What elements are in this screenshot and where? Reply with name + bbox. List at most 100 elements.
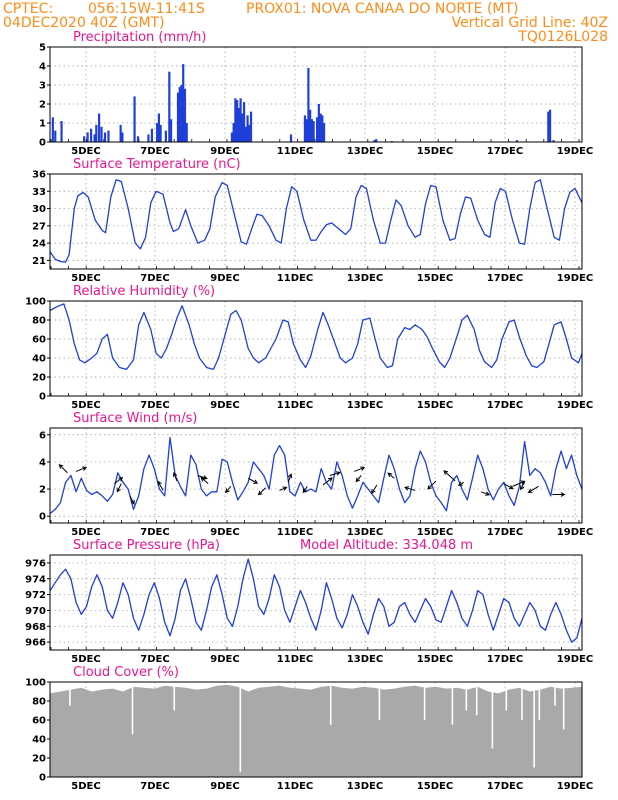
- precip-bar: [237, 107, 240, 142]
- precip-bar: [548, 109, 552, 142]
- precip-bar: [176, 92, 180, 142]
- wind-arrow: [200, 476, 209, 485]
- y-tick-label: 0: [39, 392, 46, 403]
- cloud-cover-area: [50, 684, 582, 777]
- wind-arrow: [197, 475, 208, 480]
- precip-bar: [375, 139, 378, 142]
- precip-bar: [321, 115, 324, 142]
- wind-arrow: [322, 477, 333, 486]
- precip-bar: [244, 126, 247, 142]
- y-tick-label: 27: [32, 221, 46, 232]
- y-tick-label: 80: [32, 316, 46, 327]
- precip-bar: [95, 124, 98, 142]
- x-tick-label: 19DEC: [557, 400, 593, 411]
- y-tick-label: 36: [32, 170, 46, 181]
- precip-bar: [93, 134, 96, 142]
- cloud-cover-gap: [131, 682, 134, 735]
- x-tick-label: 17DEC: [487, 781, 523, 792]
- panel-title: Cloud Cover (%): [73, 665, 179, 680]
- y-tick-label: 6: [39, 430, 46, 441]
- panel-frame: [49, 46, 583, 143]
- precip-bar: [234, 98, 237, 142]
- precip-bar: [232, 123, 235, 142]
- panel-title: Precipitation (mm/h): [73, 30, 206, 45]
- precip-bar: [322, 123, 326, 142]
- precip-bar: [100, 126, 103, 142]
- x-tick-label: 15DEC: [417, 781, 453, 792]
- y-tick-label: 30: [32, 204, 46, 215]
- precip-bar: [133, 96, 136, 142]
- cloud-cover-gap: [465, 682, 468, 711]
- header-grid-line: Vertical Grid Line: 40Z: [452, 15, 608, 31]
- precip-bar: [310, 119, 313, 142]
- precip-bar: [319, 113, 322, 142]
- wind-arrow: [354, 466, 366, 472]
- y-tick-label: 966: [25, 638, 46, 649]
- wind-arrow: [457, 481, 465, 486]
- x-tick-label: 15DEC: [417, 146, 453, 157]
- y-tick-label: 33: [32, 187, 46, 198]
- x-tick-label: 19DEC: [557, 654, 593, 665]
- wind-arrow: [503, 483, 514, 490]
- cloud-cover-gap: [475, 682, 478, 716]
- cloud-cover-gap: [538, 682, 541, 720]
- precip-bar: [303, 115, 307, 142]
- precip-bar: [307, 67, 310, 142]
- wind-arrow: [552, 492, 566, 497]
- wind-arrow: [302, 486, 308, 494]
- panel-frame: [49, 554, 583, 651]
- wind-arrow: [247, 477, 259, 484]
- model-altitude-label: Model Altitude: 334.048 m: [300, 538, 473, 553]
- y-tick-label: 20: [32, 373, 46, 384]
- precip-bar: [309, 109, 312, 142]
- x-tick-label: 17DEC: [487, 654, 523, 665]
- y-tick-label: 976: [25, 558, 46, 569]
- precip-bar: [51, 117, 54, 142]
- precip-bar: [316, 117, 319, 142]
- precip-bar: [121, 132, 124, 142]
- wind-arrow: [279, 486, 288, 491]
- precip-bar: [241, 113, 244, 142]
- x-tick-label: 17DEC: [487, 273, 523, 284]
- panel-frame: [49, 681, 583, 778]
- temp-series-line: [49, 179, 583, 263]
- precip-bar: [547, 111, 550, 142]
- x-tick-label: 17DEC: [487, 146, 523, 157]
- y-tick-label: 2: [39, 485, 46, 496]
- y-tick-label: 100: [25, 297, 46, 308]
- x-tick-label: 15DEC: [417, 527, 453, 538]
- precip-bar: [239, 98, 242, 142]
- panel-title: Surface Temperature (nC): [73, 157, 241, 172]
- y-tick-label: 20: [32, 754, 46, 765]
- precip-bar: [515, 140, 519, 142]
- precip-bar: [103, 132, 107, 142]
- cloud-cover-gap: [378, 682, 381, 720]
- wind-arrow: [371, 484, 378, 494]
- x-tick-label: 5DEC: [71, 654, 100, 665]
- wind-arrow: [512, 480, 526, 487]
- precipitation-panel: Precipitation (mm/h) 0 1 2 3 4 5 5DEC 7DEC 9DEC 11…: [39, 30, 593, 157]
- x-tick-label: 11DEC: [277, 781, 313, 792]
- x-tick-label: 13DEC: [347, 273, 383, 284]
- rh-series-line: [49, 303, 583, 371]
- cloud-cover-gap: [451, 682, 454, 725]
- x-tick-label: 5DEC: [71, 781, 100, 792]
- cloud-cover-gap: [505, 682, 508, 711]
- x-tick-label: 15DEC: [417, 654, 453, 665]
- wind-arrow: [58, 464, 68, 474]
- y-tick-label: 2: [39, 100, 46, 111]
- precip-bar: [159, 124, 162, 142]
- pressure-panel: Surface Pressure (hPa) Model Altitude: 33…: [25, 538, 593, 665]
- humidity-panel: Relative Humidity (%) 0 20 40 60 80 100 5DEC 7DE…: [25, 284, 593, 411]
- y-tick-label: 974: [25, 574, 46, 585]
- cloud-cover-gap: [173, 682, 176, 711]
- precip-bar: [248, 124, 251, 142]
- x-tick-label: 19DEC: [557, 273, 593, 284]
- x-tick-label: 9DEC: [210, 400, 239, 411]
- precip-bar: [54, 130, 57, 142]
- x-tick-label: 11DEC: [277, 400, 313, 411]
- precip-bar: [182, 64, 185, 142]
- x-tick-label: 11DEC: [277, 527, 313, 538]
- wind-arrow: [329, 471, 341, 476]
